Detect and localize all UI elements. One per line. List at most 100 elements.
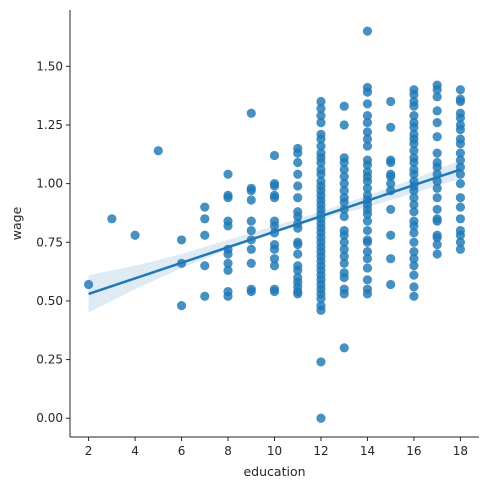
data-point [316,141,326,151]
x-tick-label: 16 [406,444,421,458]
data-point [269,254,280,264]
data-point [409,139,419,149]
data-point [386,171,396,182]
data-point [409,186,419,196]
x-tick-label: 18 [453,444,468,458]
data-point [432,118,442,128]
data-point [246,225,256,236]
y-tick-label: 1.50 [36,59,63,73]
points-layer [83,26,466,423]
data-point [316,110,326,121]
data-point [432,132,442,142]
data-point [200,291,210,301]
data-point [409,122,419,132]
data-point [432,232,442,243]
regression-line [88,168,461,296]
data-point [339,251,349,261]
data-point [362,237,373,247]
data-point [223,169,233,179]
x-tick-label: 12 [313,444,328,458]
data-point [339,171,349,182]
x-tick-label: 10 [267,444,282,458]
data-point [223,249,233,259]
data-point [339,120,349,130]
data-point [339,272,349,283]
data-point [386,96,396,107]
data-point [362,87,373,97]
y-tick-label: 0.75 [36,235,63,249]
y-tick-label: 0.25 [36,353,63,367]
data-point [269,150,280,161]
data-point [316,305,326,315]
data-point [339,157,349,168]
data-point [362,275,373,285]
data-point [362,176,373,186]
data-point [409,200,419,210]
data-point [409,110,419,121]
data-point [223,221,233,231]
data-point [269,286,280,297]
data-point [455,237,466,247]
data-point [455,214,466,224]
data-point [409,282,419,292]
data-point [83,279,94,290]
data-point [432,193,442,203]
y-tick-label: 1.00 [36,177,63,191]
data-point [200,230,210,240]
data-point [362,289,373,299]
data-point [200,261,210,271]
data-point [386,279,396,290]
data-point [455,179,466,189]
data-point [362,134,373,144]
data-point [409,157,419,168]
y-tick-label: 0.50 [36,294,63,308]
data-point [130,230,140,240]
data-point [246,244,256,254]
data-point [432,204,442,215]
data-point [455,155,466,165]
data-point [386,204,396,215]
data-point [316,357,326,367]
data-point [455,193,466,203]
data-point [455,85,466,95]
y-tick-label: 1.25 [36,118,63,132]
data-point [176,235,187,245]
data-point [269,261,280,271]
data-point [293,169,303,179]
data-point [362,216,373,226]
data-point [223,258,233,268]
data-point [269,193,280,203]
data-point [386,230,396,240]
y-axis-label: wage [9,206,24,240]
data-point [409,247,419,257]
data-point [386,157,396,168]
data-point [386,122,396,132]
data-point [455,113,466,123]
data-point [339,244,349,254]
data-point [362,99,373,109]
data-point [293,211,303,222]
data-point [339,237,349,247]
data-point [432,249,442,259]
x-axis-label: education [243,464,305,479]
data-point [339,343,349,353]
data-point [455,96,466,107]
data-point [409,291,419,301]
data-point [293,265,303,276]
x-tick-label: 8 [224,444,232,458]
data-point [316,103,326,114]
data-point [409,89,419,100]
x-tick-label: 4 [131,444,139,458]
data-point [269,181,280,191]
data-point [409,261,419,271]
data-point [362,209,373,219]
data-point [455,148,466,158]
data-point [432,162,442,172]
data-point [455,125,466,135]
data-point [362,263,373,273]
data-point [455,244,466,254]
data-point [339,179,349,189]
data-point [409,207,419,217]
data-point [362,141,373,151]
